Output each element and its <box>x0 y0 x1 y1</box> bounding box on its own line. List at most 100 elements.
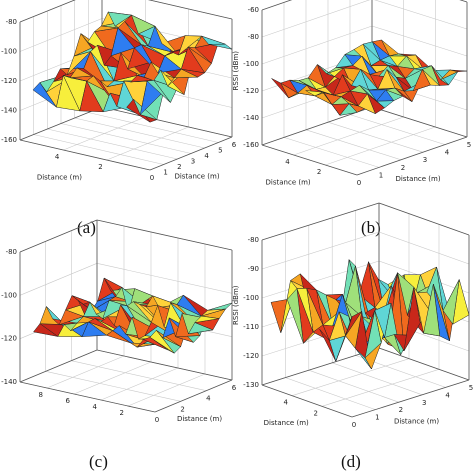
grid-line <box>459 0 468 3</box>
surface-facet <box>340 90 359 107</box>
surface-facet <box>160 70 185 95</box>
surface-facet <box>33 323 58 337</box>
panel-a: -80 -100 -120 -140 -160 0 1 2 3 4 5 6 2 4 Distance (m)… <box>0 0 237 220</box>
grid-line <box>261 231 380 270</box>
surface-facet <box>412 68 431 91</box>
surface-facet <box>440 69 459 80</box>
x-tick-label: 5 <box>469 384 473 392</box>
z-tick-label: -140 <box>1 378 17 386</box>
surface-facet <box>157 55 182 74</box>
surface-facet <box>361 55 380 77</box>
surface-facet <box>368 261 385 315</box>
grid-line <box>46 355 125 389</box>
axis-edge <box>19 381 156 413</box>
surface-facet <box>423 283 441 337</box>
surface-facet <box>57 324 83 337</box>
y-tick-label: 2 <box>120 409 124 417</box>
axis-edge <box>261 384 353 418</box>
surface-facet <box>296 288 314 333</box>
z-tick-label: -100 <box>1 48 17 56</box>
grid-line <box>293 116 404 156</box>
grid-line <box>33 134 164 165</box>
grid-line <box>73 361 152 395</box>
surface-facet <box>362 41 381 61</box>
surface-facet <box>326 293 344 300</box>
x-tick-label: 4 <box>206 395 211 403</box>
grid-line <box>106 126 189 161</box>
grid-line <box>261 25 373 65</box>
axes-box-d <box>261 202 470 418</box>
axis-edge <box>149 136 233 171</box>
surface-facet <box>200 35 226 45</box>
grid-line <box>63 116 146 151</box>
surface-facet <box>149 329 175 354</box>
z-axis-label: RSSI (dBm) <box>232 51 240 91</box>
surface-facet <box>107 11 133 27</box>
x-tick-label: 6 <box>232 141 237 149</box>
z-tick-label: -160 <box>1 136 17 144</box>
z-tick-label: -100 <box>243 60 259 68</box>
x-tick-label: 3 <box>422 399 426 407</box>
panel-b: -60 -80 -100 -120 -140 -160 0 1 2 3 4 5 2 4 Distance (… <box>232 0 474 220</box>
z-tick-label: -120 <box>1 77 17 85</box>
surface-facet <box>395 76 414 91</box>
surface-facet <box>201 308 226 317</box>
axis-edge <box>154 379 233 413</box>
grid-line <box>308 369 399 403</box>
surface-facet <box>93 75 118 107</box>
grid-line <box>349 114 446 145</box>
surface-facet <box>142 336 168 351</box>
y-tick-label: 2 <box>317 168 321 176</box>
axis-edge <box>459 0 468 3</box>
surface-facet <box>180 46 206 74</box>
axis-edge <box>19 0 76 23</box>
y-tick-label: 2 <box>314 409 318 417</box>
surface-facet <box>360 69 379 90</box>
z-tick-label: -120 <box>243 352 259 360</box>
surface-facet <box>367 93 385 109</box>
y-tick-label: 2 <box>98 163 102 171</box>
grid-line <box>47 128 178 160</box>
y-tick-label: 6 <box>66 397 71 405</box>
grid-line <box>261 0 371 38</box>
axis-edge <box>261 106 373 146</box>
chart-d: -80 -90 -100 -110 -120 -130 0 1 2 3 4 5 2 4 Distance (… <box>232 202 473 429</box>
z-tick-label: -100 <box>243 294 259 302</box>
z-tick-label: -80 <box>248 236 259 244</box>
axis-edge <box>261 202 380 241</box>
surface-facet <box>379 55 399 67</box>
grid-line <box>321 369 440 407</box>
surface-facet <box>364 310 382 359</box>
surface-facet <box>289 79 308 86</box>
surface-facet <box>397 272 415 316</box>
x-tick-label: 2 <box>399 406 403 414</box>
grid-line <box>261 260 380 299</box>
x-axis-label: Distance (m) <box>394 418 439 426</box>
surface-facet <box>389 53 407 57</box>
grid-line <box>285 377 376 410</box>
surface-facet <box>376 89 395 102</box>
surface-facet <box>442 279 460 325</box>
grid-line <box>291 358 410 396</box>
surface-facet <box>79 80 104 113</box>
panel-d: -80 -90 -100 -110 -120 -130 0 1 2 3 4 5 2 4 Distance (… <box>232 202 474 447</box>
surface-facet <box>433 283 450 341</box>
ticks-c: -80 -100 -120 -140 0 2 4 6 2 4 6 8 <box>1 248 237 424</box>
surface-facet <box>173 68 198 79</box>
x-axis-label: Distance (m) <box>395 175 440 183</box>
z-tick-label: -80 <box>6 248 17 256</box>
surface-facet <box>403 287 421 351</box>
caption-d: (d) <box>341 452 361 471</box>
surface-facet <box>326 67 344 74</box>
axis-edge <box>19 106 103 141</box>
surface-facet <box>280 79 298 94</box>
y-axis-label: Distance (m) <box>37 173 82 181</box>
surface-facet <box>194 315 220 323</box>
surface-facet <box>177 35 203 56</box>
y-axis-label: Distance (m) <box>266 178 311 186</box>
surface-facet <box>339 103 358 116</box>
caption-a: (a) <box>77 218 96 237</box>
surface-facet <box>305 90 324 97</box>
grid-line <box>327 121 424 153</box>
surface-facet <box>431 65 449 86</box>
